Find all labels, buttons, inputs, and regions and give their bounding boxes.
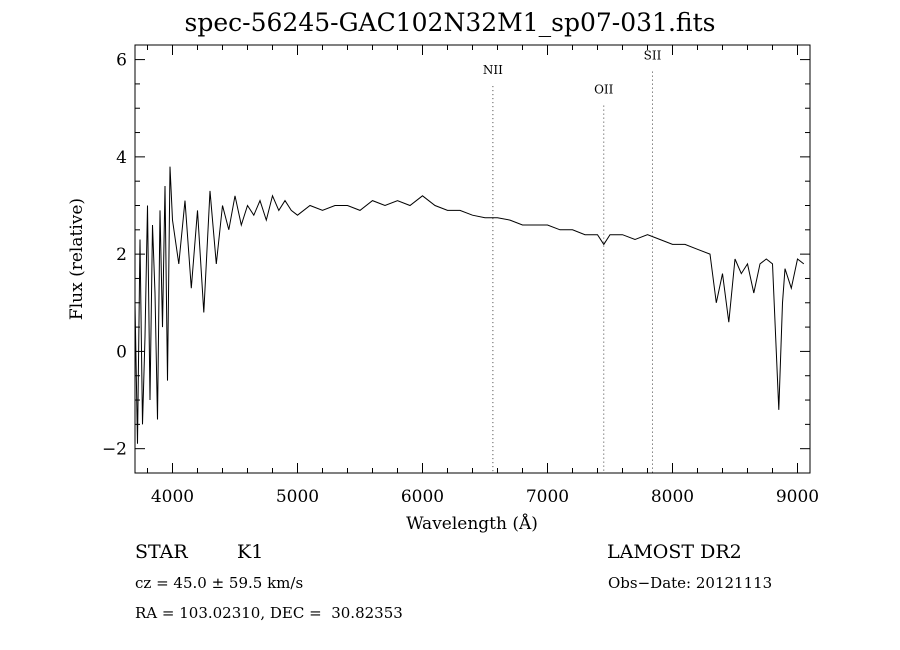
object-subclass: K1 xyxy=(237,541,264,563)
axis-ticks xyxy=(135,45,810,474)
line-marker-label: OII xyxy=(594,83,614,97)
y-tick-label: 2 xyxy=(116,245,127,265)
plot-frame xyxy=(134,44,811,474)
axis-tick-labels: 4000 5000 6000 7000 8000 9000 −2 0 2 4 6 xyxy=(102,51,819,507)
y-tick-label: −2 xyxy=(102,440,127,460)
object-class: STAR xyxy=(135,541,188,563)
y-tick-label: 4 xyxy=(116,148,127,168)
line-marker-label: SII xyxy=(644,49,662,63)
x-tick-label: 4000 xyxy=(151,487,194,507)
y-tick-label: 0 xyxy=(116,342,127,362)
coordinates-text: RA = 103.02310, DEC = 30.82353 xyxy=(135,604,403,622)
x-tick-label: 9000 xyxy=(776,487,819,507)
line-markers: NII OII SII xyxy=(483,49,662,473)
x-tick-label: 5000 xyxy=(276,487,319,507)
x-tick-label: 6000 xyxy=(401,487,444,507)
spectrum-line xyxy=(134,166,805,444)
x-axis-label: Wavelength (Å) xyxy=(406,513,538,534)
y-axis-label: Flux (relative) xyxy=(67,198,87,320)
y-tick-label: 6 xyxy=(116,51,127,71)
redshift-text: cz = 45.0 ± 59.5 km/s xyxy=(135,574,304,592)
obs-date: Obs−Date: 20121113 xyxy=(608,574,773,592)
x-tick-label: 8000 xyxy=(651,487,694,507)
x-tick-label: 7000 xyxy=(526,487,569,507)
chart-title: spec-56245-GAC102N32M1_sp07-031.fits xyxy=(184,8,716,37)
survey-name: LAMOST DR2 xyxy=(607,541,742,563)
line-marker-label: NII xyxy=(483,63,503,77)
